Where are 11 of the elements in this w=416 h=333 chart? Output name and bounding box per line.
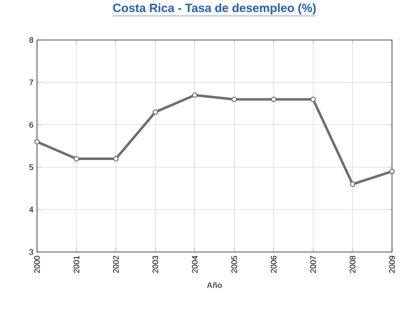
point	[270, 96, 276, 102]
point	[350, 181, 356, 187]
chart-title: Costa Rica - Tasa de desempleo (%)	[113, 3, 316, 15]
point	[34, 139, 40, 144]
point	[310, 96, 316, 102]
point	[232, 96, 237, 102]
point	[113, 156, 119, 162]
point	[389, 168, 395, 174]
point	[74, 156, 80, 162]
point	[152, 109, 158, 115]
point	[192, 92, 198, 98]
